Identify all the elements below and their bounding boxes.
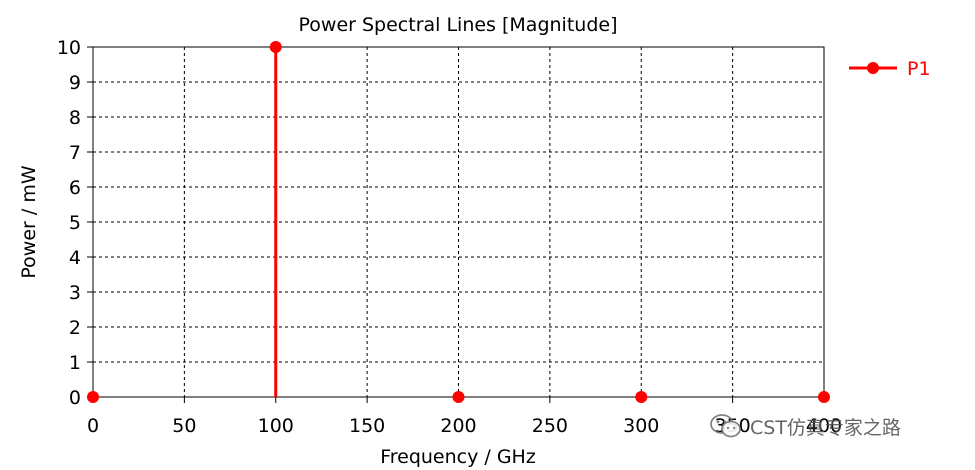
y-axis-label: Power / mW <box>18 165 40 278</box>
series-point <box>818 391 830 403</box>
y-tick-label: 6 <box>69 177 81 199</box>
legend: P1 <box>849 58 931 80</box>
chart-title: Power Spectral Lines [Magnitude] <box>299 14 618 36</box>
y-tick-label: 9 <box>69 72 81 94</box>
y-tick-label: 5 <box>69 212 81 234</box>
x-tick-label: 150 <box>349 415 385 437</box>
x-axis-label: Frequency / GHz <box>380 446 536 468</box>
series-point <box>635 391 648 403</box>
y-tick-label: 1 <box>69 352 81 374</box>
y-tick-label: 0 <box>69 387 81 409</box>
series-point <box>269 41 282 53</box>
x-tick-label: 200 <box>440 415 476 437</box>
series-point <box>452 391 465 403</box>
y-tick-label: 7 <box>69 142 81 164</box>
wechat-icon <box>708 412 744 440</box>
x-tick-label: 100 <box>258 415 294 437</box>
grid <box>93 47 824 397</box>
watermark: CST仿真专家之路 <box>708 412 901 440</box>
y-tick-label: 10 <box>57 37 81 59</box>
y-tick-label: 2 <box>69 317 81 339</box>
y-ticks: 0 1 2 3 4 5 6 7 8 9 10 <box>57 37 93 409</box>
y-tick-label: 4 <box>69 247 81 269</box>
series-point <box>87 391 99 403</box>
x-tick-label: 0 <box>87 415 99 437</box>
x-tick-label: 250 <box>532 415 568 437</box>
x-tick-label: 300 <box>623 415 659 437</box>
watermark-text: CST仿真专家之路 <box>750 416 901 439</box>
y-tick-label: 3 <box>69 282 81 304</box>
y-tick-label: 8 <box>69 107 81 129</box>
series-marks <box>87 41 830 403</box>
x-tick-label: 400 <box>806 415 842 437</box>
legend-label: P1 <box>907 58 931 80</box>
legend-marker <box>867 62 879 74</box>
x-tick-label: 50 <box>172 415 196 437</box>
